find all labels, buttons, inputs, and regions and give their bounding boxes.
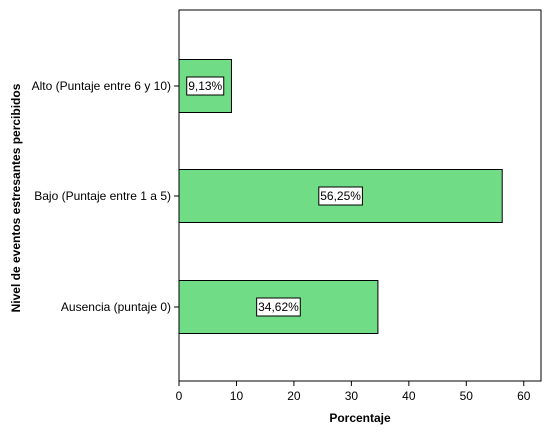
x-tick-label-1: 10 [230,389,244,403]
data-label-0: 9,13% [188,79,222,93]
x-axis-title: Porcentaje [329,411,391,425]
category-label-1: Bajo (Puntaje entre 1 a 5) [34,189,171,203]
y-axis-categories: Alto (Puntaje entre 6 y 10) Bajo (Puntaje… [32,79,179,314]
x-tick-label-0: 0 [176,389,183,403]
x-tick-label-2: 20 [287,389,301,403]
data-label-box-2 [256,297,301,317]
category-label-0: Alto (Puntaje entre 6 y 10) [32,79,171,93]
x-tick-label-5: 50 [460,389,474,403]
data-label-box-0 [186,76,225,96]
data-label-2: 34,62% [258,300,299,314]
data-label-box-1 [318,186,363,206]
y-axis-title: Nivel de eventos estresantes percibidos [9,83,23,312]
x-tick-label-4: 40 [402,389,416,403]
data-label-1: 56,25% [320,189,361,203]
x-axis-ticks: 0 10 20 30 40 50 60 [176,381,531,403]
data-labels-layer: 9,13% 56,25% 34,62% [186,76,363,317]
x-tick-label-6: 60 [517,389,531,403]
category-label-2: Ausencia (puntaje 0) [61,300,171,314]
x-tick-label-3: 30 [345,389,359,403]
